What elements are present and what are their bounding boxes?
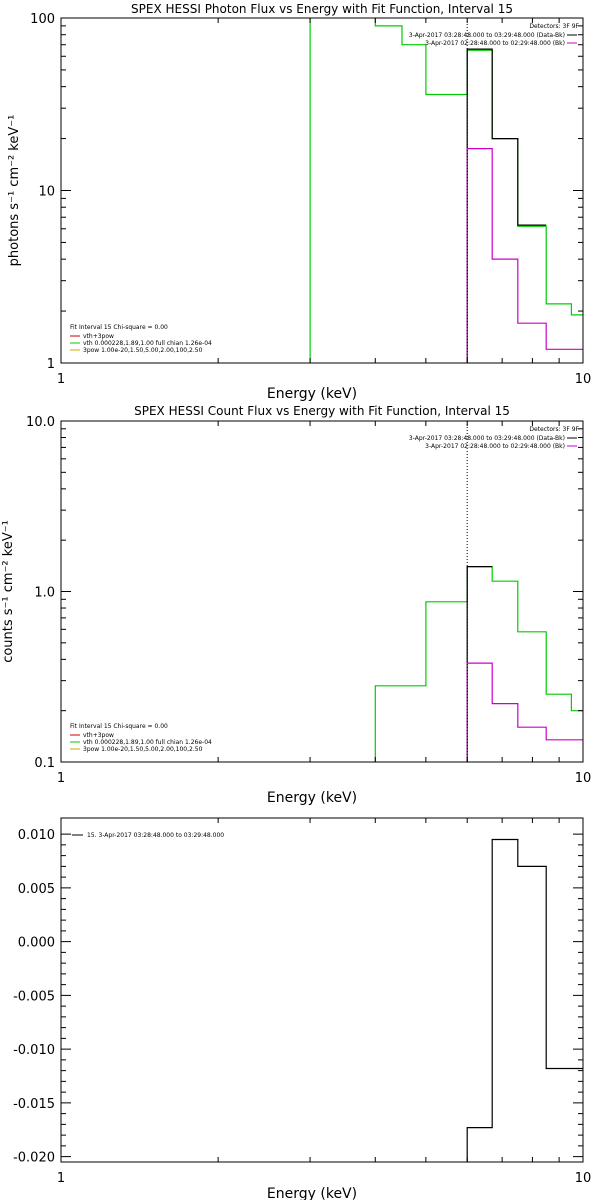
chart-title-1: SPEX HESSI Photon Flux vs Energy with Fi… [131,2,513,16]
y-tick-label: 1 [47,357,55,372]
fit-header-label: Fit Interval 15 Chi-square = 0.00 [70,723,168,730]
fit-legend-label: vth+3pow [83,732,114,739]
plot-frame [60,420,584,763]
series-line-bk [466,662,583,762]
x-axis-label: Energy (keV) [267,790,357,806]
time-range-label: 3-Apr-2017 02:28:48.000 to 02:29:48.000 … [425,443,565,450]
residual-legend-label: 15. 3-Apr-2017 03:28:48.000 to 03:29:48.… [87,832,224,839]
y-tick-label: 0.005 [18,882,55,897]
series-line-vth [309,18,583,363]
plot-frame [60,817,584,1163]
y-tick-label: 1.0 [34,586,55,601]
series-line-data-bk [466,48,547,363]
detectors-label: Detectors: 3F 9F [529,23,579,30]
y-axis-label: counts s⁻¹ cm⁻² keV⁻¹ [1,520,16,663]
fit-legend-label: vth 0.000228,1.89,1.00 full chian 1.26e-… [83,739,212,746]
x-axis-label: Energy (keV) [267,1186,357,1200]
y-tick-label: -0.005 [13,989,55,1004]
x-tick-label: 10 [575,771,592,786]
y-tick-label: -0.020 [13,1151,55,1166]
series-line-vth [374,566,583,762]
series-line-bk [466,148,583,363]
y-tick-label: -0.015 [13,1097,55,1112]
y-tick-label: 0.010 [18,828,55,843]
time-range-label: 3-Apr-2017 03:28:48.000 to 03:29:48.000 … [409,435,565,442]
fit-legend-label: 3pow 1.00e-20,1.50,5.00,2.00,100,2.50 [83,347,203,354]
fit-legend-label: 3pow 1.00e-20,1.50,5.00,2.00,100,2.50 [83,746,203,753]
y-tick-label: 100 [30,12,55,27]
plot-frame [60,17,584,364]
y-tick-label: -0.010 [13,1043,55,1058]
x-tick-label: 10 [575,372,592,387]
y-tick-label: 0.1 [34,756,55,771]
fit-legend-label: vth 0.000228,1.89,1.00 full chian 1.26e-… [83,340,212,347]
chart-title-2: SPEX HESSI Count Flux vs Energy with Fit… [134,404,510,418]
time-range-label: 3-Apr-2017 03:28:48.000 to 03:29:48.000 … [409,32,565,39]
detectors-label: Detectors: 3F 9F [529,426,579,433]
x-tick-label: 1 [57,372,65,387]
series-line-15- [466,838,583,1162]
y-tick-label: 0.000 [18,936,55,951]
fit-header-label: Fit Interval 15 Chi-square = 0.00 [70,324,168,331]
series-line-data-bk [466,566,493,762]
y-axis-label: photons s⁻¹ cm⁻² keV⁻¹ [7,115,22,267]
time-range-label: 3-Apr-2017 02:28:48.000 to 02:29:48.000 … [425,40,565,47]
x-tick-label: 1 [57,1171,65,1186]
y-tick-label: 10 [38,185,55,200]
fit-legend-label: vth+3pow [83,333,114,340]
x-tick-label: 10 [575,1171,592,1186]
x-tick-label: 1 [57,771,65,786]
x-axis-label: Energy (keV) [267,386,357,402]
y-tick-label: 10.0 [26,415,55,430]
